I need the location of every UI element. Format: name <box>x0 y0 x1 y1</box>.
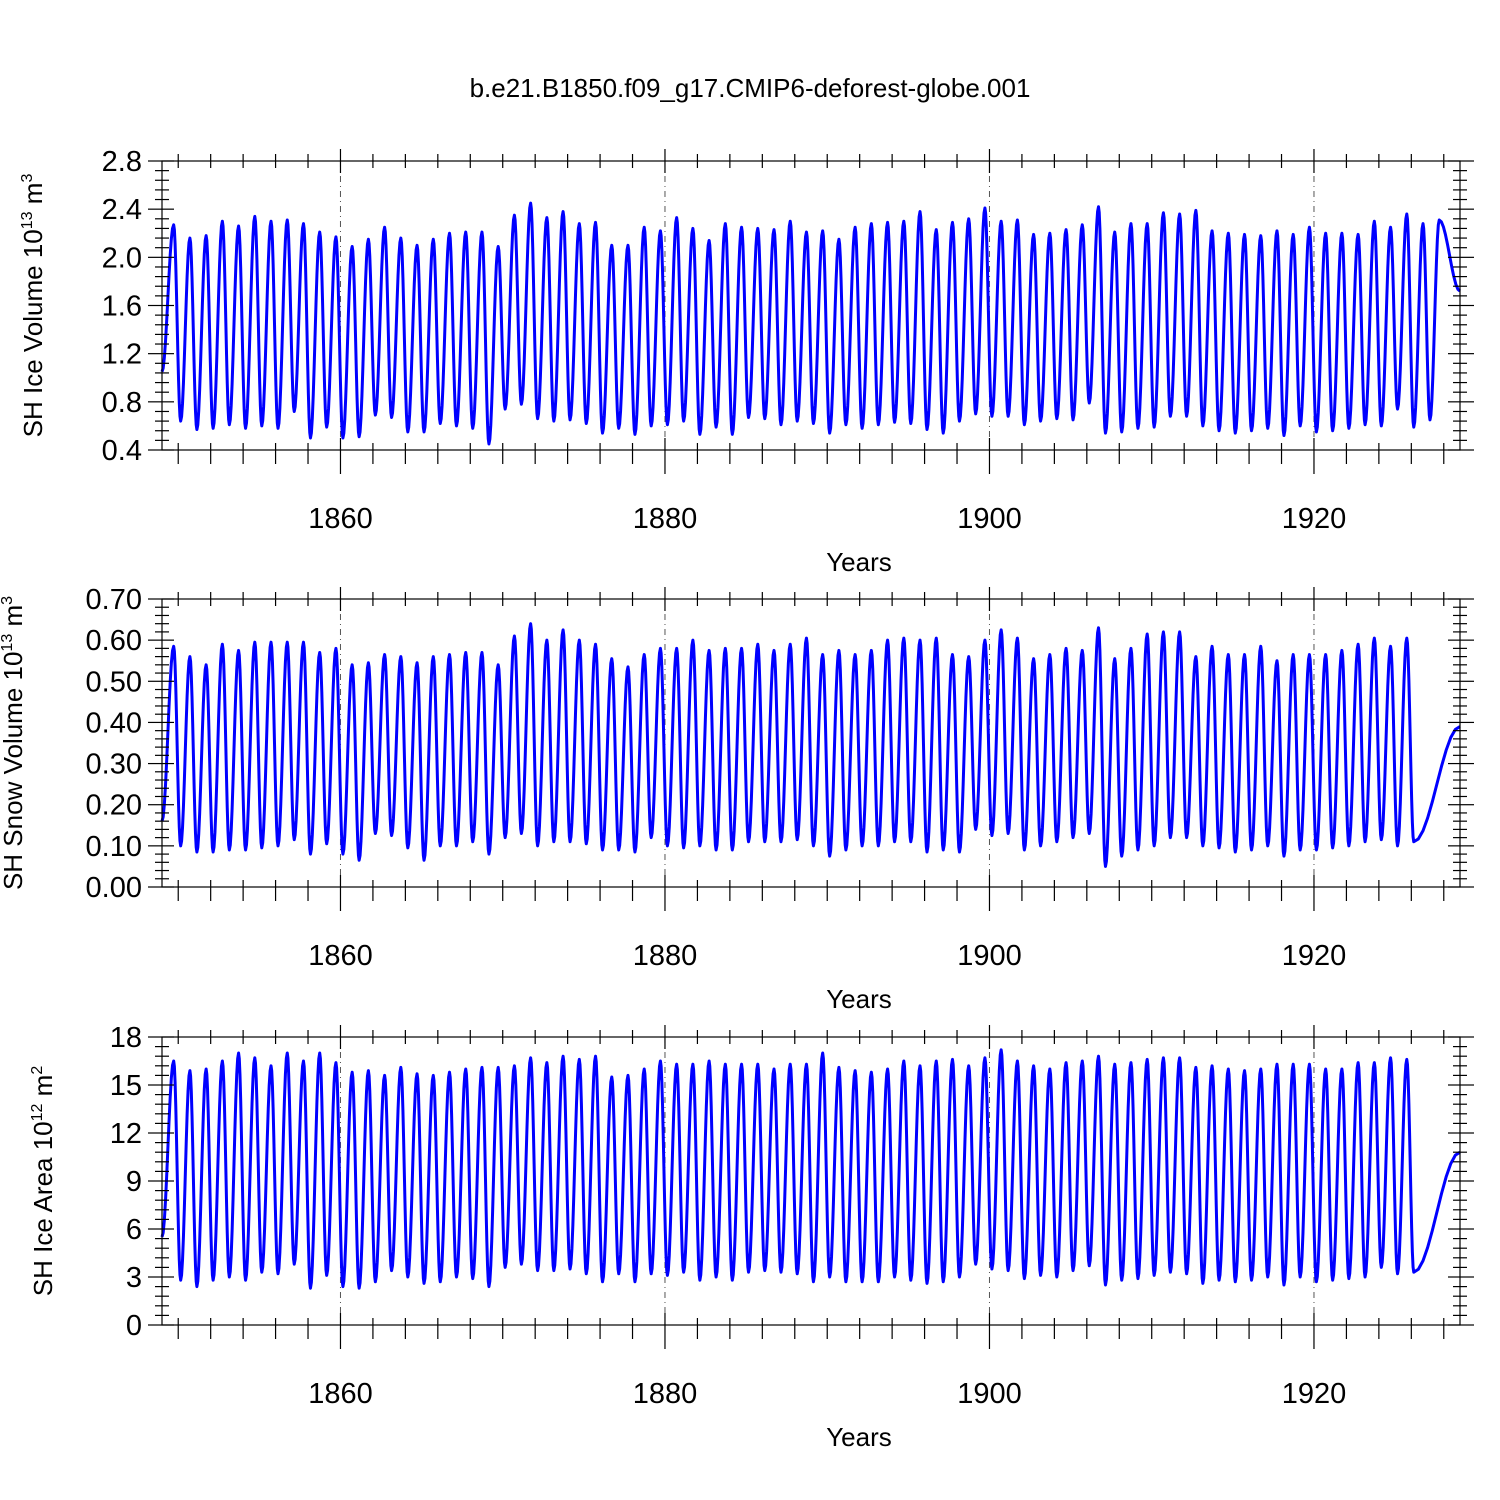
y-tick-label: 3 <box>126 1262 142 1294</box>
panel-snow-volume: 1860 1880 1900 1920 Years 0.00 0.10 0.20 0.30 0.4… <box>0 584 1474 1014</box>
y-tick-label: 0.60 <box>86 625 142 657</box>
y-tick-label: 2.8 <box>102 146 142 178</box>
y-tick-label: 15 <box>110 1070 142 1102</box>
y-tick-label: 6 <box>126 1214 142 1246</box>
y-tick-label: 0.70 <box>86 584 142 616</box>
x-tick-label: 1880 <box>633 503 698 535</box>
plot-frame <box>161 598 1461 888</box>
y-tick-label: 0 <box>126 1310 142 1342</box>
y-axis-title: SH Snow Volume 1013 m3 <box>0 596 28 890</box>
data-series-line <box>160 622 1461 868</box>
y-tick-label: 1.2 <box>102 339 142 371</box>
x-tick-label: 1920 <box>1282 503 1347 535</box>
data-series-line <box>160 1048 1461 1290</box>
x-tick-label: 1920 <box>1282 1378 1347 1410</box>
y-tick-label: 2.4 <box>102 194 142 226</box>
y-tick-label: 0.30 <box>86 749 142 781</box>
x-axis-title: Years <box>826 984 892 1014</box>
y-tick-label: 0.10 <box>86 831 142 863</box>
x-tick-label: 1900 <box>957 1378 1022 1410</box>
y-tick-label: 0.8 <box>102 387 142 419</box>
y-tick-label: 2.0 <box>102 242 142 274</box>
x-tick-label: 1880 <box>633 1378 698 1410</box>
y-tick-label: 0.50 <box>86 666 142 698</box>
y-tick-label: 12 <box>110 1118 142 1150</box>
y-tick-label: 1.6 <box>102 291 142 323</box>
x-tick-label: 1860 <box>308 1378 373 1410</box>
x-axis-title: Years <box>826 547 892 577</box>
y-tick-label: 9 <box>126 1166 142 1198</box>
x-tick-label: 1860 <box>308 503 373 535</box>
panel-ice-volume: 1860 1880 1900 1920 Years 0.4 0.8 1.2 1.6 2.0 2.4 2… <box>18 146 1474 577</box>
chart-title: b.e21.B1850.f09_g17.CMIP6-deforest-globe… <box>470 73 1031 103</box>
y-tick-label: 0.4 <box>102 435 142 467</box>
panel-ice-area: 1860 1880 1900 1920 Years 0 3 6 9 12 15 18 SH Ice Ar… <box>28 1022 1474 1452</box>
x-tick-label: 1900 <box>957 940 1022 972</box>
x-tick-label: 1900 <box>957 503 1022 535</box>
x-tick-label: 1860 <box>308 940 373 972</box>
y-axis-title: SH Ice Area 1012 m2 <box>28 1066 58 1297</box>
x-tick-label: 1880 <box>633 940 698 972</box>
x-tick-label: 1920 <box>1282 940 1347 972</box>
y-tick-label: 0.20 <box>86 790 142 822</box>
y-tick-label: 0.40 <box>86 707 142 739</box>
data-series-line <box>160 201 1461 446</box>
x-axis-title: Years <box>826 1422 892 1452</box>
y-axis-title: SH Ice Volume 1013 m3 <box>18 174 48 438</box>
y-tick-label: 0.00 <box>86 872 142 904</box>
y-tick-label: 18 <box>110 1022 142 1054</box>
